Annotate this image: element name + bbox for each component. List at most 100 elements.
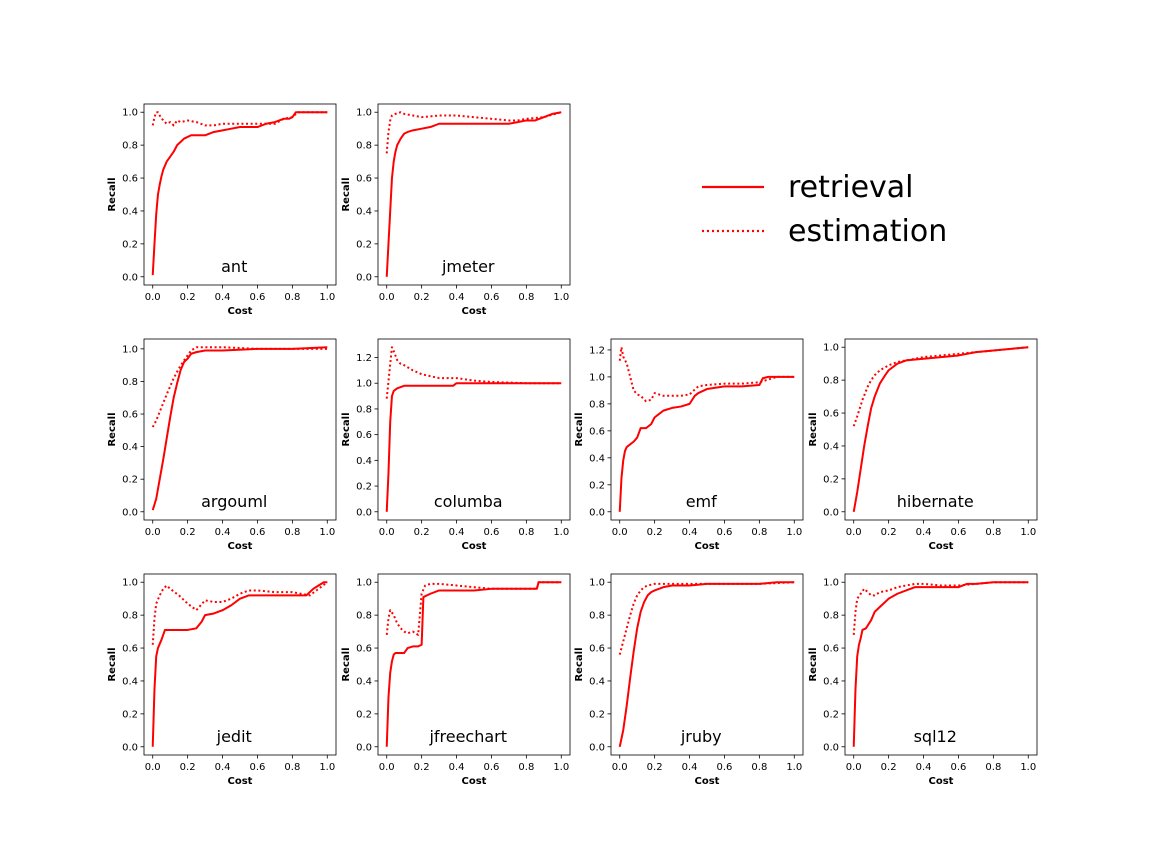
jedit-xtick-label: 0.4 — [215, 762, 231, 773]
sql12-xtick-label: 0.4 — [916, 762, 932, 773]
ant-panel-title: ant — [221, 257, 247, 276]
columba-ytick-label: 0.0 — [356, 507, 372, 518]
jfreechart-estimation-line — [385, 581, 562, 636]
emf-xtick-label: 0.8 — [751, 527, 767, 538]
columba-ylabel: Recall — [341, 412, 352, 446]
jmeter-ylabel: Recall — [341, 177, 352, 211]
columba-retrieval-line — [385, 382, 562, 512]
columba-ytick-label: 0.4 — [356, 456, 372, 467]
jmeter-xtick-label: 0.2 — [414, 292, 430, 303]
jedit-estimation-line — [151, 581, 328, 645]
subplot-jfreechart: 0.0 0.2 0.4 0.6 0.8 1.0 0.0 0.2 0.4 0.6 0.8 1.0 Cost… — [341, 573, 571, 787]
jfreechart-ytick-label: 0.2 — [356, 709, 372, 720]
ant-ytick-label: 0.8 — [122, 141, 138, 152]
subplot-emf: 0.0 0.2 0.4 0.6 0.8 1.0 0.0 0.2 0.4 0.6 0.8 1.0 1.2 C… — [574, 338, 804, 552]
legend-estimation-label: estimation — [788, 214, 947, 249]
jruby-axes-frame — [610, 573, 804, 756]
sql12-xlabel: Cost — [929, 776, 954, 787]
jruby-xtick-label: 0.8 — [751, 762, 767, 773]
hibernate-ytick-label: 0.6 — [823, 409, 839, 420]
emf-panel-title: emf — [686, 492, 717, 511]
argouml-ytick-label: 1.0 — [122, 344, 138, 355]
jmeter-xtick-label: 0.6 — [484, 292, 500, 303]
hibernate-xlabel: Cost — [929, 541, 954, 552]
sql12-ytick-label: 0.6 — [823, 644, 839, 655]
emf-axes-frame — [610, 338, 804, 521]
jfreechart-axes-frame — [377, 573, 571, 756]
emf-ylabel: Recall — [574, 412, 585, 446]
ant-axes-frame — [143, 103, 337, 286]
emf-xtick-label: 0.2 — [647, 527, 663, 538]
sql12-xtick-label: 0.8 — [985, 762, 1001, 773]
emf-ytick-label: 0.4 — [589, 453, 605, 464]
columba-axes-frame — [377, 338, 571, 521]
argouml-retrieval-line — [151, 346, 328, 511]
ant-ylabel: Recall — [107, 177, 118, 211]
sql12-ylabel: Recall — [808, 647, 819, 681]
jfreechart-ytick-label: 0.0 — [356, 742, 372, 753]
subplot-sql12: 0.0 0.2 0.4 0.6 0.8 1.0 0.0 0.2 0.4 0.6 0.8 1.0 Cost… — [808, 573, 1038, 787]
sql12-estimation-line — [852, 581, 1029, 635]
ant-estimation-line — [151, 111, 328, 127]
sql12-xtick-label: 1.0 — [1020, 762, 1036, 773]
argouml-ytick-label: 0.2 — [122, 475, 138, 486]
sql12-xtick-label: 0.2 — [881, 762, 897, 773]
jruby-xtick-label: 0.2 — [647, 762, 663, 773]
jmeter-xtick-label: 0.8 — [518, 292, 534, 303]
jmeter-xtick-label: 0.4 — [449, 292, 465, 303]
argouml-xtick-label: 1.0 — [319, 527, 335, 538]
jedit-axes-frame — [143, 573, 337, 756]
ant-xtick-label: 0.8 — [284, 292, 300, 303]
hibernate-xtick-label: 0.0 — [846, 527, 862, 538]
jedit-ytick-label: 0.4 — [122, 676, 138, 687]
subplot-jedit: 0.0 0.2 0.4 0.6 0.8 1.0 0.0 0.2 0.4 0.6 0.8 1.0 Cost… — [107, 573, 337, 787]
jedit-ytick-label: 0.0 — [122, 742, 138, 753]
emf-xlabel: Cost — [695, 541, 720, 552]
argouml-xtick-label: 0.2 — [180, 527, 196, 538]
jedit-xtick-label: 0.6 — [250, 762, 266, 773]
emf-xtick-label: 0.0 — [612, 527, 628, 538]
sql12-ytick-label: 0.0 — [823, 742, 839, 753]
jruby-ytick-label: 1.0 — [589, 578, 605, 589]
jedit-xtick-label: 0.2 — [180, 762, 196, 773]
jfreechart-retrieval-line — [385, 581, 562, 747]
argouml-xtick-label: 0.8 — [284, 527, 300, 538]
jmeter-xtick-label: 1.0 — [553, 292, 569, 303]
columba-ytick-label: 0.8 — [356, 404, 372, 415]
jruby-ytick-label: 0.0 — [589, 742, 605, 753]
jruby-ytick-label: 0.2 — [589, 709, 605, 720]
columba-xtick-label: 0.8 — [518, 527, 534, 538]
jruby-ytick-label: 0.4 — [589, 676, 605, 687]
jfreechart-xtick-label: 0.6 — [484, 762, 500, 773]
argouml-panel-title: argouml — [201, 492, 267, 511]
ant-ytick-label: 0.6 — [122, 174, 138, 185]
hibernate-axes-frame — [844, 338, 1038, 521]
jfreechart-xlabel: Cost — [462, 776, 487, 787]
jedit-retrieval-line — [151, 581, 328, 747]
columba-xtick-label: 1.0 — [553, 527, 569, 538]
sql12-xtick-label: 0.0 — [846, 762, 862, 773]
jruby-panel-title: jruby — [680, 727, 722, 746]
jmeter-ytick-label: 0.2 — [356, 239, 372, 250]
jruby-xlabel: Cost — [695, 776, 720, 787]
columba-estimation-line — [385, 346, 562, 399]
subplot-ant: 0.0 0.2 0.4 0.6 0.8 1.0 0.0 0.2 0.4 0.6 0.8 1.0 Cost… — [107, 103, 337, 317]
jfreechart-panel-title: jfreechart — [428, 727, 507, 746]
ant-xlabel: Cost — [228, 306, 253, 317]
columba-panel-title: columba — [434, 492, 503, 511]
argouml-estimation-line — [151, 346, 328, 428]
hibernate-xtick-label: 0.6 — [951, 527, 967, 538]
sql12-ytick-label: 0.4 — [823, 676, 839, 687]
jedit-xtick-label: 1.0 — [319, 762, 335, 773]
emf-ytick-label: 0.2 — [589, 480, 605, 491]
jruby-ytick-label: 0.8 — [589, 611, 605, 622]
jmeter-panel-title: jmeter — [441, 257, 495, 276]
columba-xlabel: Cost — [462, 541, 487, 552]
jedit-xlabel: Cost — [228, 776, 253, 787]
argouml-ytick-label: 0.0 — [122, 507, 138, 518]
jmeter-ytick-label: 0.4 — [356, 206, 372, 217]
emf-ytick-label: 0.0 — [589, 507, 605, 518]
jedit-xtick-label: 0.0 — [145, 762, 161, 773]
sql12-retrieval-line — [852, 581, 1029, 747]
